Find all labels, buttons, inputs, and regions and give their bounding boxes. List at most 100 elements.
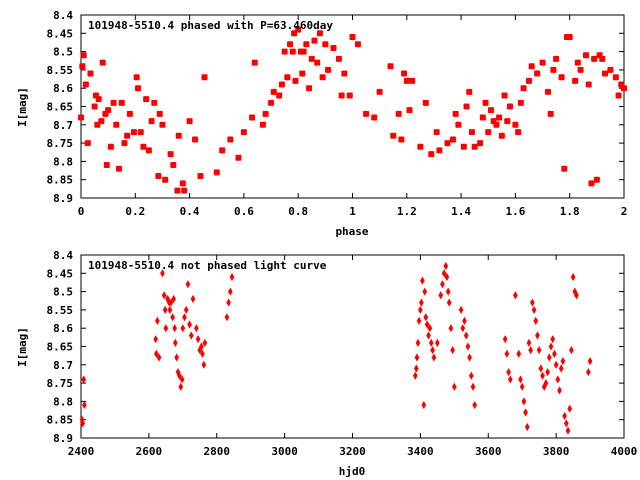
data-point xyxy=(156,110,163,117)
data-point xyxy=(188,331,194,340)
data-point xyxy=(387,63,394,70)
data-point xyxy=(330,44,337,51)
data-point xyxy=(544,88,551,95)
data-point xyxy=(431,353,437,362)
data-point xyxy=(501,92,508,99)
y-tick-label: 8.6 xyxy=(53,322,73,335)
x-tick-label: 3600 xyxy=(475,445,502,458)
data-point xyxy=(506,103,513,110)
data-point xyxy=(341,70,348,77)
data-point xyxy=(202,338,208,347)
data-point xyxy=(472,400,478,410)
data-point xyxy=(428,338,434,347)
data-point xyxy=(421,400,427,410)
data-point xyxy=(227,287,233,296)
data-point xyxy=(534,70,541,77)
data-point xyxy=(151,99,158,106)
data-point xyxy=(585,81,592,88)
data-point xyxy=(563,419,569,428)
x-tick-label: 3400 xyxy=(407,445,434,458)
data-point xyxy=(507,375,513,384)
y-tick-label: 8.4 xyxy=(53,249,73,262)
data-point xyxy=(422,287,428,296)
data-point xyxy=(599,55,606,62)
data-point xyxy=(103,162,110,169)
data-point xyxy=(81,375,87,384)
data-point xyxy=(270,88,277,95)
data-point xyxy=(249,114,256,121)
data-point xyxy=(130,129,137,136)
data-point xyxy=(143,96,150,103)
data-point xyxy=(140,143,147,150)
x-tick-label: 0.2 xyxy=(125,205,145,218)
data-point xyxy=(420,276,425,285)
data-point xyxy=(174,353,180,362)
data-point xyxy=(346,92,353,99)
data-point xyxy=(229,272,235,282)
data-point xyxy=(562,411,567,421)
data-point xyxy=(179,180,186,187)
data-point xyxy=(376,88,383,95)
data-point xyxy=(569,346,574,355)
data-point xyxy=(535,331,540,340)
data-point xyxy=(167,151,174,158)
chart-title: 101948-5510.4 not phased light curve xyxy=(88,259,327,272)
data-point xyxy=(87,70,94,77)
data-point xyxy=(465,342,471,351)
data-point xyxy=(155,316,160,325)
y-tick-label: 8.55 xyxy=(47,304,74,317)
data-point xyxy=(226,298,231,307)
data-point xyxy=(536,346,542,355)
data-point xyxy=(446,298,452,307)
data-point xyxy=(197,173,204,180)
data-point xyxy=(175,132,182,139)
data-point xyxy=(182,313,187,322)
data-point xyxy=(201,360,207,369)
data-point xyxy=(577,66,584,73)
data-point xyxy=(546,353,552,362)
data-point xyxy=(418,305,423,315)
data-point xyxy=(587,357,593,366)
data-point xyxy=(406,107,413,114)
data-point xyxy=(545,368,550,377)
data-point xyxy=(412,371,418,380)
data-point xyxy=(560,357,566,366)
data-point xyxy=(168,298,174,307)
data-point xyxy=(479,114,486,121)
data-point xyxy=(516,349,522,358)
data-point xyxy=(335,55,342,62)
data-point xyxy=(528,63,535,70)
data-point xyxy=(567,404,573,413)
data-point xyxy=(179,375,185,384)
data-point xyxy=(455,121,462,128)
data-point xyxy=(591,55,598,62)
data-point xyxy=(417,143,424,150)
data-point xyxy=(444,140,451,147)
data-point xyxy=(363,110,370,117)
data-point xyxy=(423,313,429,322)
data-point xyxy=(116,165,123,172)
data-point xyxy=(98,118,105,125)
data-point xyxy=(414,353,420,362)
data-point xyxy=(460,324,466,333)
y-tick-label: 8.45 xyxy=(47,267,74,280)
data-point xyxy=(268,99,275,106)
data-point xyxy=(177,371,182,380)
x-tick-label: 2800 xyxy=(204,445,231,458)
y-tick-label: 8.65 xyxy=(47,101,74,114)
data-point xyxy=(148,118,155,125)
y-tick-label: 8.6 xyxy=(53,82,73,95)
data-point xyxy=(524,422,530,432)
data-point xyxy=(518,375,523,384)
y-tick-label: 8.5 xyxy=(53,46,73,59)
data-point xyxy=(314,59,321,66)
data-point xyxy=(300,48,307,55)
x-tick-label: 1.6 xyxy=(505,205,525,218)
y-tick-label: 8.9 xyxy=(53,192,73,205)
data-point xyxy=(227,136,234,143)
data-point xyxy=(550,335,556,344)
data-point xyxy=(621,85,627,92)
data-point xyxy=(80,419,86,428)
data-point xyxy=(521,397,527,406)
data-point xyxy=(105,107,112,114)
